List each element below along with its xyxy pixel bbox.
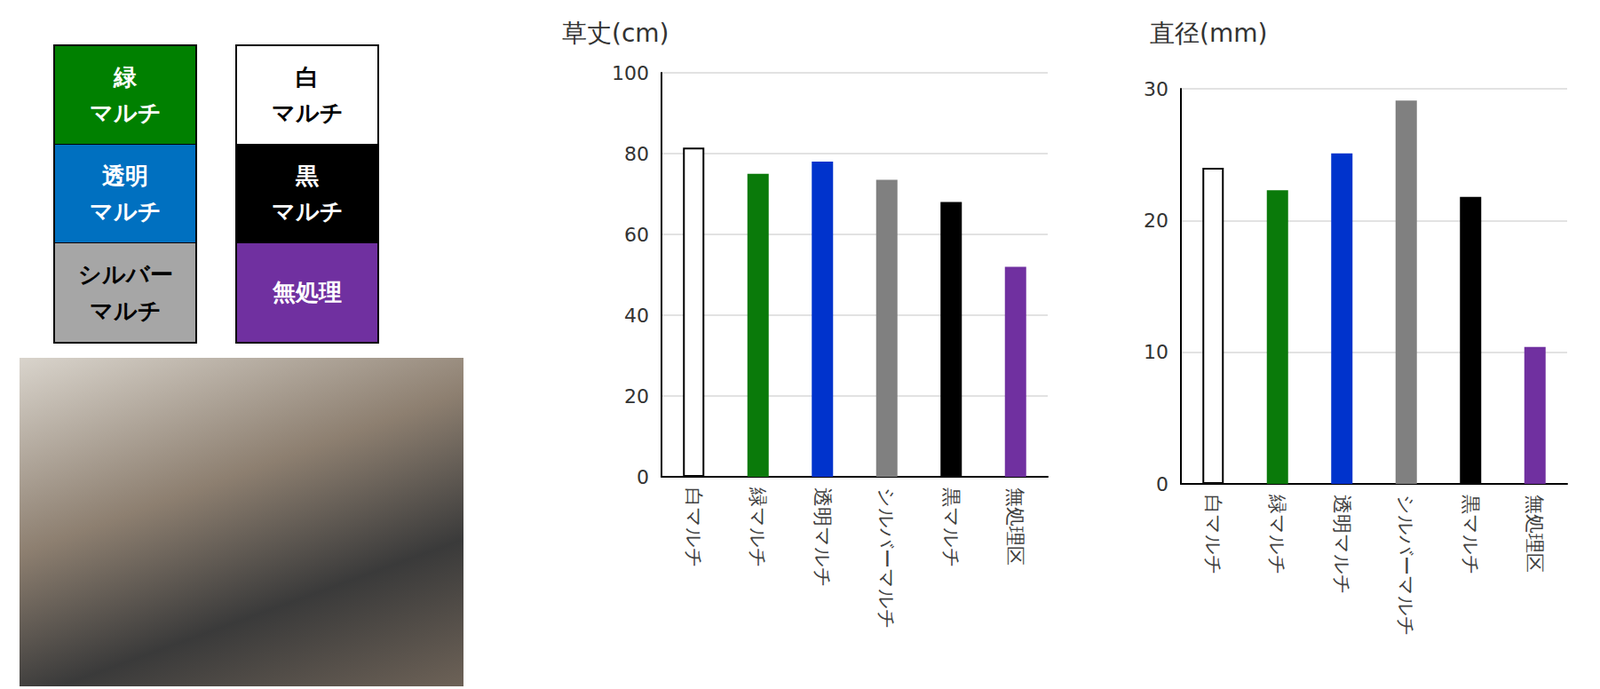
- svg-text:30: 30: [1143, 78, 1169, 101]
- svg-text:20: 20: [1143, 209, 1169, 232]
- svg-text:60: 60: [624, 223, 650, 246]
- svg-text:10: 10: [1143, 340, 1169, 364]
- html-text:白: 白: [295, 63, 319, 91]
- svg-text:40: 40: [624, 304, 650, 327]
- html-text:黒: 黒: [295, 162, 319, 189]
- svg-text:80: 80: [624, 142, 650, 166]
- svg-text:透明マルチ: 透明マルチ: [811, 487, 834, 588]
- svg-text:緑マルチ: 緑マルチ: [1266, 493, 1289, 576]
- svg-text:草丈(cm): 草丈(cm): [562, 18, 670, 48]
- svg-text:緑マルチ: 緑マルチ: [746, 486, 769, 569]
- svg-text:無処理区: 無処理区: [1523, 494, 1546, 573]
- svg-text:20: 20: [624, 385, 650, 408]
- html-text:マルチ: マルチ: [271, 198, 344, 225]
- svg-text:0: 0: [636, 466, 650, 489]
- html-text:緑: 緑: [113, 63, 137, 91]
- svg-text:黒マルチ: 黒マルチ: [940, 487, 963, 569]
- svg-text:100: 100: [611, 62, 650, 85]
- html-text:マルチ: マルチ: [271, 99, 344, 127]
- html-text:マルチ: マルチ: [89, 99, 162, 127]
- svg-text:黒マルチ: 黒マルチ: [1459, 494, 1482, 576]
- html-text:透明: 透明: [102, 162, 149, 189]
- svg-text:透明マルチ: 透明マルチ: [1330, 494, 1354, 595]
- svg-text:シルバーマルチ: シルバーマルチ: [1394, 494, 1418, 637]
- svg-text:白マルチ: 白マルチ: [682, 487, 705, 569]
- svg-text:無処理区: 無処理区: [1004, 487, 1027, 566]
- html-text:無処理: 無処理: [272, 279, 342, 306]
- svg-text:白マルチ: 白マルチ: [1202, 494, 1225, 576]
- svg-text:直径(mm): 直径(mm): [1149, 18, 1268, 48]
- html-text:シルバー: シルバー: [77, 261, 173, 288]
- svg-text:0: 0: [1156, 473, 1169, 496]
- svg-text:シルバーマルチ: シルバーマルチ: [875, 487, 898, 630]
- html-text:マルチ: マルチ: [89, 297, 162, 324]
- html-text:マルチ: マルチ: [89, 198, 162, 225]
